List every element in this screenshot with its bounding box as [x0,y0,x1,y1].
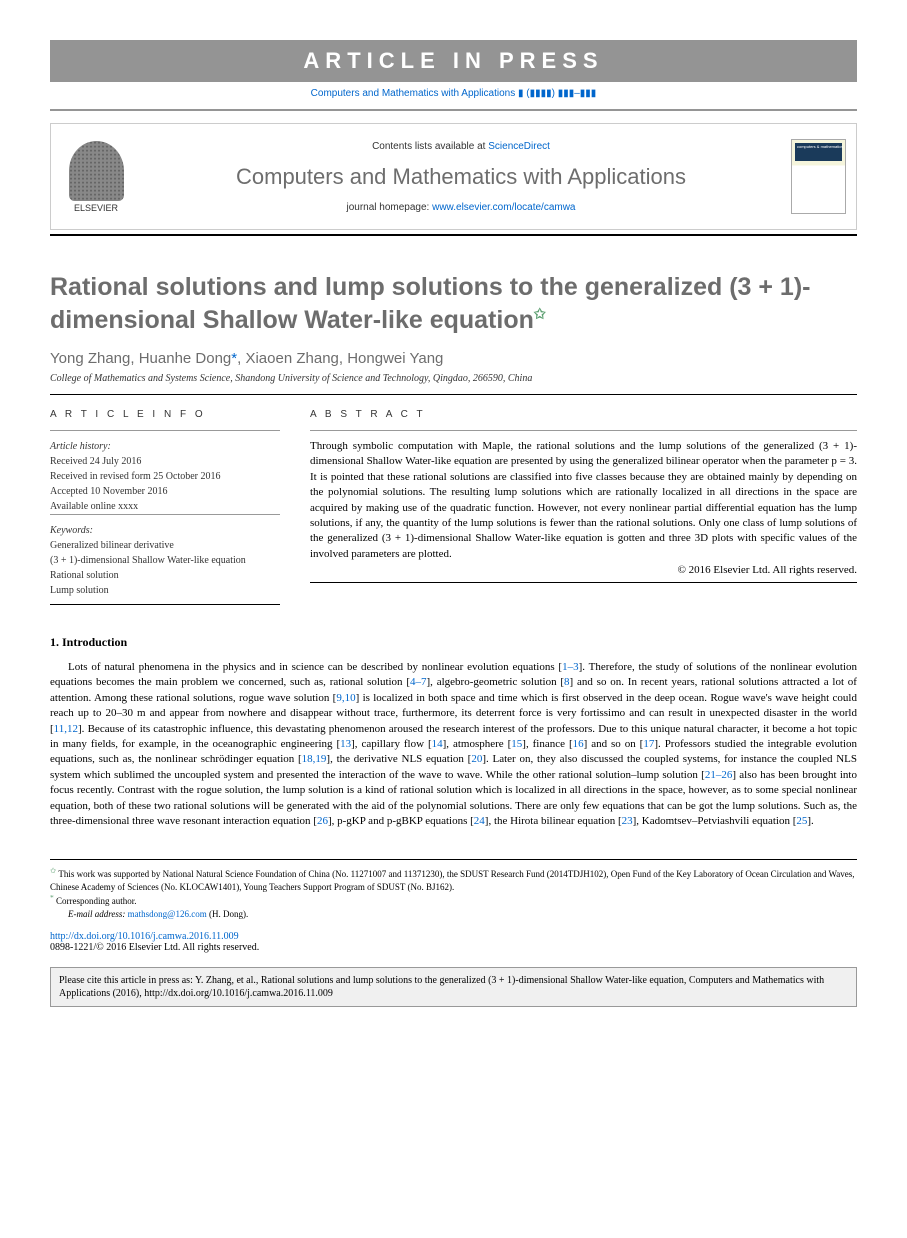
ref-26[interactable]: 26 [317,815,328,827]
email-suffix: (H. Dong). [207,909,249,919]
t: ], algebro-geometric solution [ [427,676,565,688]
t: ] and so on [ [584,738,644,750]
keywords-block: Keywords: Generalized bilinear derivativ… [50,514,280,598]
article-history-block: Article history: Received 24 July 2016 R… [50,430,280,514]
t: ], finance [ [522,738,572,750]
email-footnote: E-mail address: mathsdong@126.com (H. Do… [50,908,857,921]
header-center: Contents lists available at ScienceDirec… [131,141,791,213]
revised-date: Received in revised form 25 October 2016 [50,471,221,482]
journal-reference: Computers and Mathematics with Applicati… [50,82,857,111]
abstract-text: Through symbolic computation with Maple,… [310,430,857,562]
abstract-bottom-rule [310,582,857,583]
ref-18-19[interactable]: 18,19 [302,753,327,765]
ref-16[interactable]: 16 [573,738,584,750]
article-info-column: A R T I C L E I N F O Article history: R… [50,409,280,605]
intro-heading: 1. Introduction [50,635,857,650]
ref-11-12[interactable]: 11,12 [54,723,78,735]
homepage-prefix: journal homepage: [346,202,432,213]
ref-24[interactable]: 24 [474,815,485,827]
footnotes-block: ✩ This work was supported by National Na… [50,859,857,920]
ref-25[interactable]: 25 [796,815,807,827]
ref-21-26[interactable]: 21–26 [705,769,733,781]
title-footnote-star: ✩ [534,305,546,321]
elsevier-logo: ELSEVIER [61,134,131,219]
abstract-label: A B S T R A C T [310,409,857,420]
ref-23[interactable]: 23 [622,815,633,827]
abstract-column: A B S T R A C T Through symbolic computa… [310,409,857,605]
t: ], Kadomtsev–Petviashvili equation [ [633,815,797,827]
issn-copyright: 0898-1221/© 2016 Elsevier Ltd. All right… [50,942,259,953]
t: Lots of natural phenomena in the physics… [68,661,562,673]
info-bottom-rule [50,604,280,605]
doi-link[interactable]: http://dx.doi.org/10.1016/j.camwa.2016.1… [50,931,239,942]
ack-text: This work was supported by National Natu… [50,869,855,892]
title-rule [50,394,857,395]
t: ]. [807,815,813,827]
authors-line: Yong Zhang, Huanhe Dong*, Xiaoen Zhang, … [50,350,857,367]
article-title: Rational solutions and lump solutions to… [50,271,857,336]
email-link[interactable]: mathsdong@126.com [128,909,207,919]
intro-paragraph: Lots of natural phenomena in the physics… [50,660,857,829]
ref-20[interactable]: 20 [471,753,482,765]
available-date: Available online xxxx [50,501,138,512]
t: ], p-gKP and p-gBKP equations [ [328,815,474,827]
corr-text: Corresponding author. [54,896,137,906]
article-info-label: A R T I C L E I N F O [50,409,280,420]
info-abstract-row: A R T I C L E I N F O Article history: R… [50,409,857,605]
homepage-line: journal homepage: www.elsevier.com/locat… [131,202,791,213]
affiliation: College of Mathematics and Systems Scien… [50,373,857,384]
corresponding-footnote: * Corresponding author. [50,893,857,908]
elsevier-label: ELSEVIER [74,203,118,213]
author-3: Xiaoen Zhang, [245,350,347,367]
keyword-1: Generalized bilinear derivative [50,540,174,551]
keyword-4: Lump solution [50,585,109,596]
title-text: Rational solutions and lump solutions to… [50,273,811,334]
ref-13[interactable]: 13 [340,738,351,750]
received-date: Received 24 July 2016 [50,456,141,467]
email-label: E-mail address: [68,909,128,919]
ref-4-7[interactable]: 4–7 [410,676,427,688]
t: ], the derivative NLS equation [ [326,753,471,765]
citation-box: Please cite this article in press as: Y.… [50,967,857,1007]
contents-line: Contents lists available at ScienceDirec… [131,141,791,152]
accepted-date: Accepted 10 November 2016 [50,486,167,497]
doi-block: http://dx.doi.org/10.1016/j.camwa.2016.1… [50,931,857,953]
author-4: Hongwei Yang [347,350,443,367]
sciencedirect-link[interactable]: ScienceDirect [488,141,550,152]
journal-name: Computers and Mathematics with Applicati… [131,164,791,190]
elsevier-tree-icon [69,141,124,201]
ref-1-3[interactable]: 1–3 [562,661,579,673]
ref-17[interactable]: 17 [643,738,654,750]
history-heading: Article history: [50,441,111,452]
article-in-press-banner: ARTICLE IN PRESS [50,40,857,82]
journal-header-box: ELSEVIER Contents lists available at Sci… [50,123,857,230]
contents-prefix: Contents lists available at [372,141,488,152]
cover-title: computers & mathematics [797,145,843,149]
keywords-heading: Keywords: [50,525,93,536]
homepage-link[interactable]: www.elsevier.com/locate/camwa [432,202,575,213]
journal-cover-thumbnail: computers & mathematics [791,139,846,214]
ref-15[interactable]: 15 [511,738,522,750]
acknowledgment-footnote: ✩ This work was supported by National Na… [50,866,857,893]
author-2: Huanhe Dong [139,350,232,367]
author-1: Yong Zhang, [50,350,139,367]
ref-9-10[interactable]: 9,10 [336,692,355,704]
t: ], capillary flow [ [351,738,432,750]
keyword-2: (3 + 1)-dimensional Shallow Water-like e… [50,555,246,566]
t: ], the Hirota bilinear equation [ [485,815,622,827]
header-rule [50,234,857,236]
t: ], atmosphere [ [443,738,512,750]
ref-14[interactable]: 14 [432,738,443,750]
abstract-copyright: © 2016 Elsevier Ltd. All rights reserved… [310,564,857,576]
keyword-3: Rational solution [50,570,119,581]
